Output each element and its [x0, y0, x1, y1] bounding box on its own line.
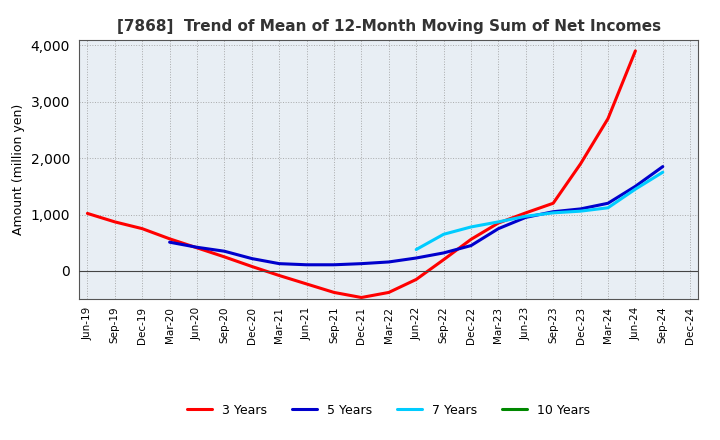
7 Years — [659, 169, 667, 175]
3 Years — [576, 161, 585, 166]
3 Years — [248, 264, 256, 269]
3 Years — [330, 290, 338, 295]
7 Years — [631, 187, 639, 192]
Line: 5 Years: 5 Years — [170, 167, 663, 265]
3 Years — [357, 295, 366, 300]
5 Years — [603, 201, 612, 206]
7 Years — [521, 213, 530, 219]
7 Years — [603, 205, 612, 210]
5 Years — [631, 183, 639, 189]
5 Years — [521, 215, 530, 220]
3 Years — [494, 220, 503, 226]
7 Years — [549, 210, 557, 216]
Y-axis label: Amount (million yen): Amount (million yen) — [12, 104, 25, 235]
3 Years — [110, 219, 119, 224]
5 Years — [302, 262, 311, 268]
3 Years — [549, 201, 557, 206]
3 Years — [603, 116, 612, 121]
3 Years — [166, 236, 174, 242]
3 Years — [439, 257, 448, 262]
5 Years — [467, 243, 475, 248]
3 Years — [467, 237, 475, 242]
5 Years — [166, 239, 174, 245]
5 Years — [439, 250, 448, 256]
3 Years — [275, 273, 284, 278]
Line: 3 Years: 3 Years — [87, 51, 635, 297]
3 Years — [521, 210, 530, 216]
3 Years — [138, 226, 147, 231]
5 Years — [494, 226, 503, 231]
5 Years — [330, 262, 338, 268]
5 Years — [220, 249, 229, 254]
5 Years — [659, 164, 667, 169]
3 Years — [631, 48, 639, 54]
5 Years — [576, 206, 585, 212]
3 Years — [193, 245, 202, 250]
5 Years — [384, 259, 393, 264]
7 Years — [494, 219, 503, 224]
5 Years — [193, 245, 202, 250]
3 Years — [384, 290, 393, 295]
7 Years — [576, 209, 585, 214]
5 Years — [275, 261, 284, 266]
Line: 7 Years: 7 Years — [416, 172, 663, 249]
7 Years — [439, 231, 448, 237]
5 Years — [248, 256, 256, 261]
7 Years — [412, 247, 420, 252]
Title: [7868]  Trend of Mean of 12-Month Moving Sum of Net Incomes: [7868] Trend of Mean of 12-Month Moving … — [117, 19, 661, 34]
3 Years — [83, 211, 91, 216]
5 Years — [357, 261, 366, 266]
3 Years — [220, 254, 229, 260]
Legend: 3 Years, 5 Years, 7 Years, 10 Years: 3 Years, 5 Years, 7 Years, 10 Years — [181, 397, 597, 423]
5 Years — [549, 209, 557, 214]
7 Years — [467, 224, 475, 230]
3 Years — [412, 277, 420, 282]
5 Years — [412, 255, 420, 260]
3 Years — [302, 281, 311, 286]
